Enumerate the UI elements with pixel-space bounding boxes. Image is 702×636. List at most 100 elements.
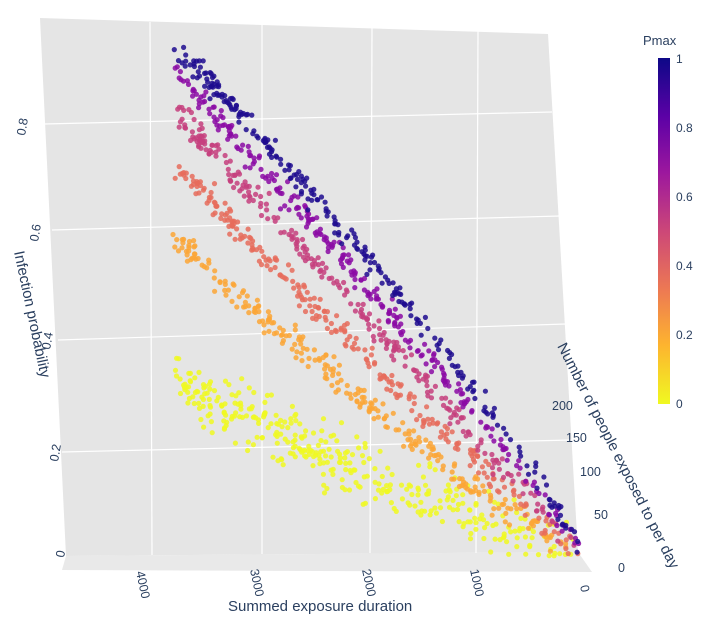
data-point (491, 506, 497, 512)
x-gridline (149, 21, 153, 556)
data-point (273, 172, 280, 178)
data-point (428, 388, 434, 394)
y-tick-label: 150 (566, 431, 587, 445)
data-point (407, 391, 413, 397)
data-point (227, 123, 233, 129)
data-point (455, 369, 461, 375)
data-point (351, 340, 358, 346)
data-point (206, 194, 212, 200)
data-point (377, 448, 383, 454)
data-point (186, 248, 192, 254)
data-point (370, 333, 376, 340)
data-point (435, 359, 441, 366)
colorbar-tick-label: 0.6 (676, 190, 693, 204)
data-point (315, 197, 321, 203)
data-point (393, 346, 399, 352)
data-point (338, 420, 345, 426)
data-point (385, 488, 391, 494)
data-point (300, 254, 307, 260)
data-point (367, 267, 373, 273)
data-point (238, 147, 244, 153)
data-point (250, 197, 256, 204)
data-point (393, 286, 399, 292)
data-point (314, 229, 320, 235)
data-point (226, 128, 232, 134)
data-point (305, 252, 311, 258)
data-point (222, 281, 228, 287)
data-point (315, 442, 321, 448)
data-point (353, 335, 359, 341)
data-point (334, 380, 341, 386)
data-point (385, 465, 391, 471)
data-point (362, 440, 368, 447)
data-point (471, 387, 477, 393)
data-point (176, 75, 182, 81)
data-point (305, 207, 311, 213)
data-point (407, 301, 413, 307)
data-point (348, 269, 354, 275)
data-point (292, 454, 298, 460)
data-point (302, 308, 309, 315)
data-point (501, 425, 507, 431)
data-point (551, 529, 557, 535)
data-point (208, 419, 214, 425)
data-point (294, 349, 300, 355)
data-point (192, 251, 198, 257)
data-point (196, 405, 203, 411)
data-point (420, 474, 426, 480)
data-point (514, 535, 520, 541)
x-gridline (475, 30, 479, 554)
data-point (189, 129, 195, 135)
data-point (246, 385, 252, 391)
data-point (190, 93, 196, 99)
data-point (454, 388, 460, 394)
data-point (496, 466, 502, 472)
data-point (372, 496, 378, 502)
data-point (372, 479, 378, 485)
data-point (321, 482, 327, 488)
data-point (227, 158, 233, 164)
data-point (342, 487, 348, 493)
data-point (419, 508, 425, 514)
data-point (456, 519, 462, 525)
data-point (409, 408, 415, 414)
data-point (512, 502, 518, 508)
data-point (190, 178, 197, 184)
data-point (209, 74, 216, 81)
data-point (298, 180, 304, 186)
data-point (375, 487, 382, 493)
data-point (489, 512, 495, 518)
data-point (219, 94, 225, 100)
data-point (417, 439, 423, 445)
data-point (534, 485, 540, 491)
data-point (258, 166, 264, 172)
data-point (191, 244, 197, 250)
data-point (196, 127, 202, 133)
data-point (309, 308, 315, 315)
data-point (352, 234, 358, 241)
data-point (185, 400, 191, 406)
data-point (266, 316, 272, 322)
data-point (232, 172, 238, 178)
data-point (191, 238, 197, 244)
data-point (483, 423, 490, 430)
data-point (336, 362, 342, 368)
data-point (293, 411, 299, 417)
data-point (250, 442, 256, 448)
data-point (345, 233, 351, 239)
data-point (173, 373, 180, 379)
data-point (298, 173, 304, 179)
data-point (555, 538, 561, 544)
data-point (228, 208, 234, 214)
data-point (293, 171, 300, 178)
data-point (339, 477, 345, 483)
data-point (470, 489, 476, 495)
data-point (549, 518, 555, 524)
data-point (306, 355, 312, 361)
data-point (389, 372, 395, 379)
data-point (431, 453, 437, 459)
data-point (200, 58, 206, 64)
data-point (453, 493, 459, 499)
data-points[interactable] (170, 44, 582, 559)
data-point (205, 79, 211, 85)
